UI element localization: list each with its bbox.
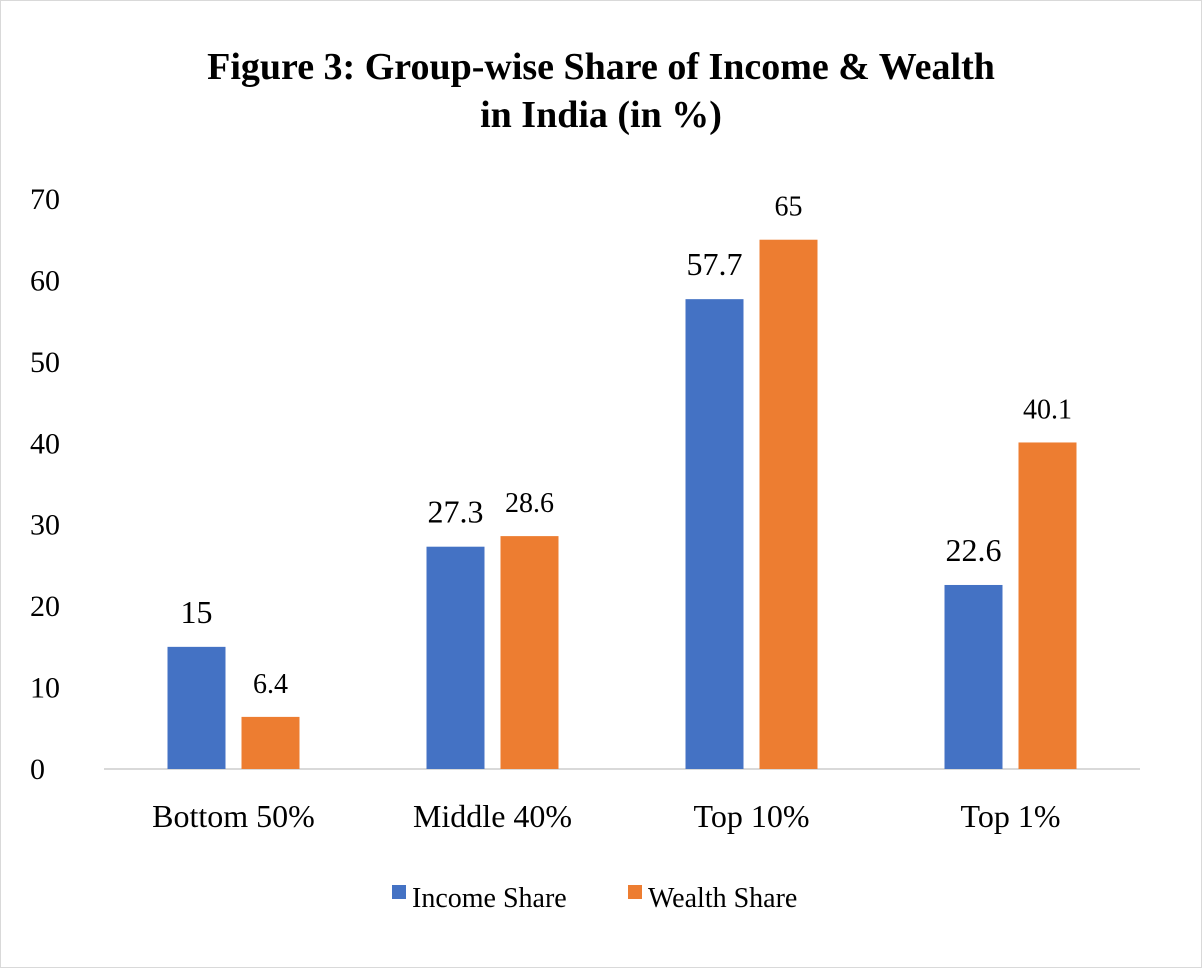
y-tick-label: 20 — [30, 590, 60, 623]
y-tick-label: 60 — [30, 264, 60, 297]
wealth-share-data-label: 28.6 — [505, 488, 554, 519]
legend-swatch-wealth — [628, 885, 642, 899]
wealth-share-bar — [1018, 442, 1077, 769]
y-tick-label: 70 — [30, 183, 60, 216]
y-tick-label: 10 — [30, 672, 60, 705]
wealth-share-bar — [500, 536, 559, 769]
income-share-data-label: 27.3 — [428, 494, 484, 530]
chart-title-line-2: in India (in %) — [480, 94, 722, 136]
income-share-bar — [944, 584, 1003, 769]
y-tick-label: 30 — [30, 509, 60, 542]
legend-swatch-income — [392, 885, 406, 899]
x-category-label: Top 10% — [694, 798, 810, 834]
wealth-share-bar — [241, 716, 300, 769]
y-tick-label: 0 — [30, 753, 45, 786]
income-share-data-label: 15 — [181, 594, 213, 630]
wealth-share-data-label: 40.1 — [1023, 394, 1072, 425]
wealth-share-data-label: 6.4 — [253, 669, 288, 700]
y-tick-label: 50 — [30, 346, 60, 379]
x-category-label: Bottom 50% — [152, 798, 315, 834]
legend-label-income: Income Share — [412, 883, 567, 914]
income-share-bar — [167, 646, 226, 769]
chart-title-line-1: Figure 3: Group-wise Share of Income & W… — [207, 46, 995, 88]
wealth-share-bar — [759, 239, 818, 769]
y-tick-label: 40 — [30, 427, 60, 460]
x-category-label: Top 1% — [961, 798, 1061, 834]
income-share-bar — [685, 299, 744, 769]
income-share-data-label: 57.7 — [687, 246, 743, 282]
legend-label-wealth: Wealth Share — [648, 883, 797, 914]
x-category-label: Middle 40% — [413, 798, 572, 834]
wealth-share-data-label: 65 — [775, 192, 803, 223]
chart-title: Figure 3: Group-wise Share of Income & W… — [1, 43, 1201, 139]
income-share-data-label: 22.6 — [946, 532, 1002, 568]
income-share-bar — [426, 546, 485, 769]
